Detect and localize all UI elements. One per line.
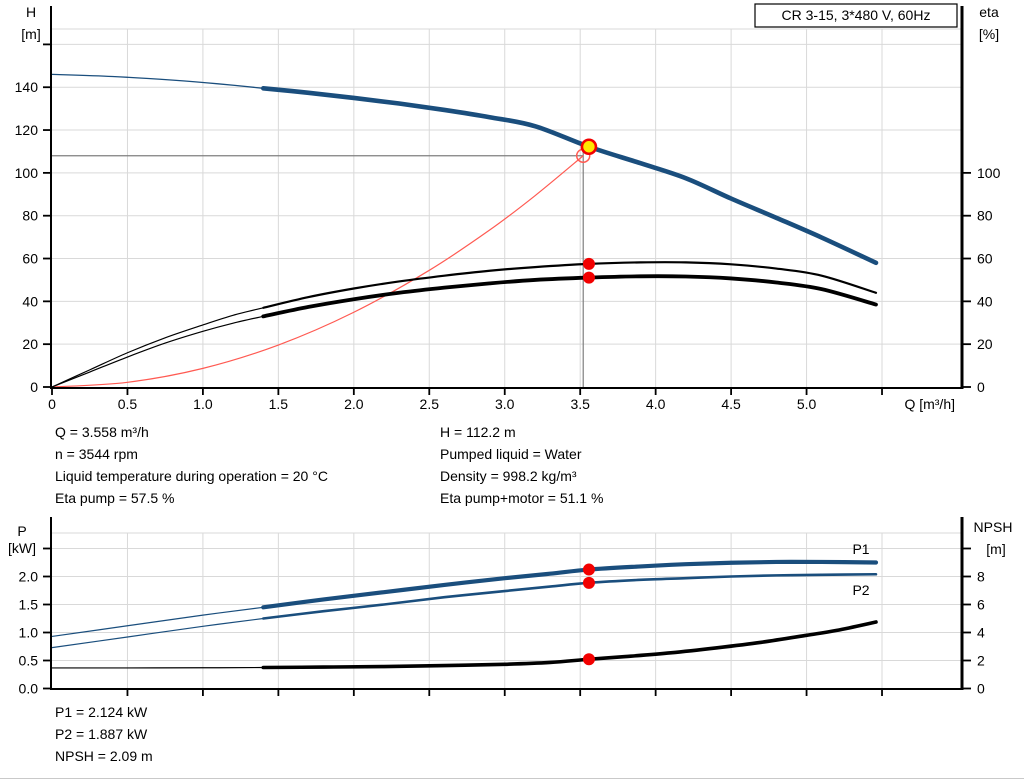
npsh-point-dot — [582, 653, 595, 666]
eta-axis-unit: [%] — [979, 26, 999, 42]
curve-system-curve — [51, 155, 584, 388]
right-tick-label: 6 — [977, 597, 985, 613]
left-tick-label: 1.5 — [19, 597, 39, 613]
left-tick-label: 1.0 — [19, 625, 39, 641]
right-tick-label: 8 — [977, 569, 985, 585]
curve-h — [260, 85, 879, 266]
info-line: Liquid temperature during operation = 20… — [55, 468, 328, 484]
info-line: H = 112.2 m — [440, 424, 516, 440]
left-tick-label: 0.5 — [19, 653, 39, 669]
right-tick-label: 100 — [977, 165, 1001, 181]
result-text-power: P1 = 2.124 kW P2 = 1.887 kW NPSH = 2.09 … — [55, 701, 153, 767]
x-tick-label: 1.0 — [193, 396, 213, 412]
x-tick-label: 1.5 — [269, 396, 289, 412]
pump-title-box — [754, 3, 958, 28]
eta-axis-title: eta — [979, 4, 999, 20]
result-text-right: H = 112.2 m Pumped liquid = Water Densit… — [440, 421, 603, 509]
curve-eta-pump — [262, 261, 878, 309]
left-tick-label: 40 — [22, 293, 38, 309]
eta-pump-motor-point-dot — [582, 271, 595, 284]
x-tick-label: 2.5 — [420, 396, 440, 412]
curve-p1-thin — [51, 606, 264, 638]
left-tick-label: 80 — [22, 208, 38, 224]
left-tick-label: 0.0 — [19, 681, 39, 697]
right-tick-label: 40 — [977, 293, 993, 309]
x-tick-label: 4.0 — [646, 396, 666, 412]
right-tick-label: 2 — [977, 653, 985, 669]
h-axis-unit: [m] — [21, 26, 40, 42]
info-line: NPSH = 2.09 m — [55, 748, 153, 764]
x-tick-label: 3.0 — [495, 396, 515, 412]
left-tick-label: 2.0 — [19, 569, 39, 585]
plot-area[interactable] — [52, 29, 962, 388]
p1-curve-label: P1 — [852, 541, 869, 557]
x-tick-label: 3.5 — [570, 396, 590, 412]
p-axis-title: P — [17, 523, 26, 539]
left-tick-label: 60 — [22, 251, 38, 267]
info-line: P2 = 1.887 kW — [55, 726, 148, 742]
operating-point-marker[interactable] — [580, 138, 598, 156]
left-tick-label: 100 — [15, 165, 39, 181]
power-npsh-chart: 0.0 0.5 1.0 1.5 2.0 0 2 4 6 8 — [19, 517, 985, 697]
p2-curve-label: P2 — [852, 582, 869, 598]
right-tick-label: 20 — [977, 336, 993, 352]
panel-bottom-divider — [0, 778, 1024, 779]
p-axis-unit: [kW] — [8, 540, 36, 556]
left-tick-label: 0 — [30, 379, 38, 395]
curve-p2-thin — [51, 617, 264, 649]
info-line: Q = 3.558 m³/h — [55, 424, 149, 440]
npsh-axis-unit: [m] — [986, 541, 1005, 557]
right-tick-label: 60 — [977, 251, 993, 267]
h-axis-title: H — [26, 4, 36, 20]
curve-eta-pump-motor — [261, 274, 878, 319]
result-text-left: Q = 3.558 m³/h n = 3544 rpm Liquid tempe… — [55, 421, 328, 509]
curve-h-thin — [51, 73, 264, 89]
q-axis-label: Q [m³/h] — [904, 396, 955, 412]
info-line: Eta pump = 57.5 % — [55, 490, 175, 506]
info-line: n = 3544 rpm — [55, 446, 138, 462]
info-line: P1 = 2.124 kW — [55, 704, 148, 720]
right-tick-label: 4 — [977, 625, 985, 641]
info-line: Eta pump+motor = 51.1 % — [440, 490, 604, 506]
p1-point-dot — [582, 563, 595, 576]
x-tick-label: 4.5 — [721, 396, 741, 412]
head-flow-chart: 0 20 40 60 80 100 120 140 0 20 40 60 80 100 0 0.5 1.0 1.5… — [15, 6, 1001, 412]
x-tick-label: 2.0 — [344, 396, 364, 412]
info-line: Density = 998.2 kg/m³ — [440, 468, 577, 484]
curve-eta-pump-motor-thin — [51, 315, 264, 388]
x-tick-label: 0 — [48, 396, 56, 412]
info-line: Pumped liquid = Water — [440, 446, 582, 462]
x-tick-label: 0.5 — [118, 396, 138, 412]
right-tick-label: 80 — [977, 208, 993, 224]
p2-point-dot — [582, 576, 595, 589]
pump-title: CR 3-15, 3*480 V, 60Hz — [782, 7, 931, 23]
left-tick-label: 140 — [15, 79, 39, 95]
left-tick-label: 120 — [15, 122, 39, 138]
curve-eta-pump-thin — [51, 307, 264, 388]
curve-npsh — [261, 620, 878, 670]
right-tick-label: 0 — [977, 681, 985, 697]
eta-pump-point-dot — [582, 257, 595, 270]
x-tick-label: 5.0 — [797, 396, 817, 412]
left-tick-label: 20 — [22, 336, 38, 352]
right-tick-label: 0 — [977, 379, 985, 395]
npsh-axis-title: NPSH — [974, 519, 1013, 535]
